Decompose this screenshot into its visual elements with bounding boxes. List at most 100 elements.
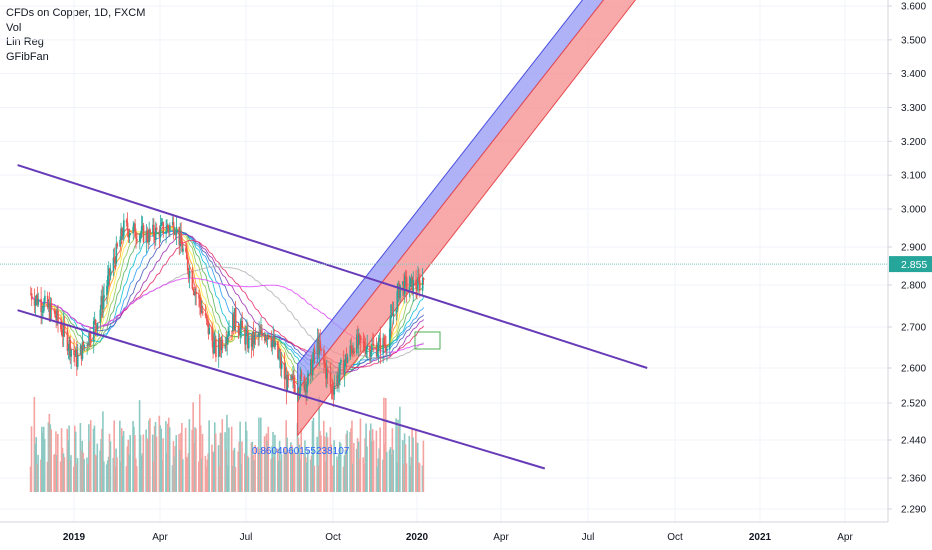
- volume-bar: [149, 418, 151, 492]
- candle-body: [277, 341, 279, 359]
- candle-body: [132, 226, 135, 234]
- candle-body: [271, 341, 274, 348]
- candle-body: [240, 320, 243, 328]
- volume-bar: [244, 453, 246, 492]
- volume-bar: [362, 457, 365, 492]
- volume-bar: [300, 427, 303, 492]
- candle-body: [375, 344, 378, 357]
- volume-bar: [217, 445, 220, 492]
- trendline-lower-downtrend[interactable]: [17, 309, 546, 470]
- volume-bar: [79, 423, 82, 492]
- volume-bar: [188, 419, 191, 492]
- candle-body: [67, 348, 70, 351]
- legend-indicator-gfibfan[interactable]: GFibFan: [6, 50, 49, 63]
- candle-body: [284, 375, 287, 380]
- candle-body: [285, 375, 288, 392]
- candle-body: [114, 260, 117, 265]
- candle-body: [356, 334, 358, 354]
- volume-bar: [320, 435, 322, 492]
- volume-bar: [358, 458, 361, 492]
- volume-bar: [303, 453, 305, 492]
- candle-body: [310, 359, 312, 373]
- price-axis-tick-label: 2.290: [901, 505, 926, 516]
- volume-bar: [388, 449, 391, 492]
- candle-body: [246, 330, 248, 334]
- candle-body: [168, 227, 170, 231]
- candle-body: [123, 220, 125, 237]
- candle-body: [370, 352, 372, 357]
- volume-bar: [30, 426, 33, 492]
- volume-bar: [211, 444, 213, 492]
- price-axis-tick-label: 2.800: [901, 281, 926, 292]
- candle-body: [244, 328, 246, 345]
- candle-body: [191, 271, 194, 289]
- legend-indicator-vol[interactable]: Vol: [6, 21, 22, 34]
- candle-body: [412, 279, 415, 294]
- regression-channel-lower[interactable]: [297, 0, 636, 437]
- volume-bar: [345, 433, 348, 492]
- volume-bar: [309, 459, 312, 492]
- time-axis-tick-label: Oct: [325, 532, 341, 543]
- volume-bar: [56, 455, 58, 492]
- volume-bar: [365, 423, 367, 492]
- volume-bar: [363, 463, 365, 492]
- candle-body: [75, 349, 77, 357]
- volume-bar: [106, 460, 109, 492]
- volume-bar: [102, 411, 104, 492]
- volume-bar: [384, 443, 386, 492]
- price-axis-tick-label: 3.100: [901, 171, 926, 182]
- volume-bar: [119, 420, 121, 492]
- volume-bar: [34, 443, 37, 492]
- candle-body: [127, 230, 130, 238]
- candle-body: [125, 220, 128, 223]
- candle-body: [258, 331, 260, 337]
- volume-bar: [310, 455, 313, 492]
- volume-bar: [50, 429, 53, 492]
- candle-body: [113, 257, 116, 261]
- volume-bar: [311, 420, 314, 492]
- volume-bar: [76, 457, 79, 492]
- candle-body: [345, 355, 348, 363]
- volume-bar: [36, 463, 38, 492]
- trendline-upper-downtrend[interactable]: [17, 164, 648, 369]
- candle-body: [53, 309, 56, 312]
- volume-bar: [357, 441, 360, 492]
- candle-body: [325, 369, 328, 379]
- candle-body: [330, 386, 333, 389]
- volume-bar: [89, 420, 92, 492]
- candle-body: [376, 351, 379, 357]
- price-axis-tick-label: 2.900: [901, 243, 926, 254]
- volume-bar: [259, 448, 261, 492]
- volume-bar: [349, 432, 351, 492]
- volume-bar: [198, 394, 201, 492]
- volume-bar: [324, 461, 327, 492]
- candle-body: [307, 372, 309, 385]
- volume-bar: [186, 458, 189, 492]
- volume-bar: [54, 453, 56, 492]
- volume-bar: [278, 440, 281, 492]
- price-axis[interactable]: 3.600 3.500 3.400 3.300 3.200 3.100 3.000 2.900…: [888, 2, 926, 516]
- volume-bar: [285, 420, 287, 492]
- volume-bar: [101, 428, 103, 492]
- time-axis[interactable]: 2019 Apr Jul Oct 2020 Apr Jul Oct 2021 Apr: [63, 532, 854, 543]
- candle-body: [415, 279, 417, 289]
- candle-body: [99, 309, 102, 323]
- fib-fan-box[interactable]: [414, 331, 441, 350]
- volume-bar: [70, 455, 72, 492]
- volume-bar: [325, 432, 328, 492]
- volume-bar: [42, 426, 45, 492]
- candle-body: [48, 303, 51, 320]
- candle-body: [148, 229, 150, 243]
- volume-bar: [82, 452, 84, 492]
- candle-body: [391, 313, 394, 317]
- candle-body: [160, 222, 163, 226]
- candle-body: [136, 238, 138, 242]
- candle-body: [385, 345, 387, 351]
- legend-indicator-linreg[interactable]: Lin Reg: [6, 36, 44, 48]
- volume-bar: [116, 457, 118, 492]
- volume-bar: [218, 466, 221, 492]
- candle-body: [306, 384, 308, 393]
- candle-body: [297, 391, 300, 394]
